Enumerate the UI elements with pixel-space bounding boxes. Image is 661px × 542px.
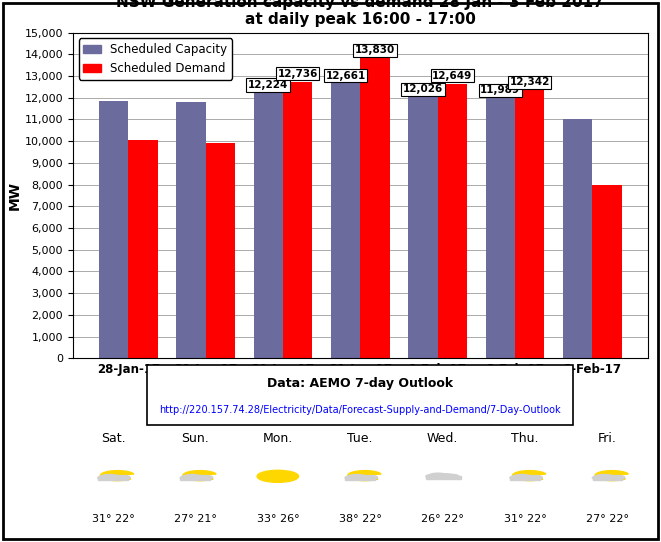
Text: Data: AEMO 7-day Outlook: Data: AEMO 7-day Outlook	[267, 377, 453, 390]
Text: 12,342: 12,342	[510, 78, 550, 87]
Text: Mon.: Mon.	[262, 432, 293, 445]
Bar	[283, 82, 312, 358]
Bar	[592, 478, 623, 480]
Text: 31° 22°: 31° 22°	[92, 514, 134, 524]
Text: 12,736: 12,736	[278, 69, 318, 79]
Bar	[515, 90, 544, 358]
Circle shape	[356, 475, 372, 480]
Circle shape	[109, 475, 125, 480]
Circle shape	[364, 475, 377, 480]
Circle shape	[426, 475, 438, 478]
Text: 12,649: 12,649	[432, 71, 473, 81]
Y-axis label: MW: MW	[7, 181, 22, 210]
Circle shape	[611, 475, 625, 480]
Circle shape	[98, 476, 110, 480]
Text: 12,661: 12,661	[325, 70, 366, 81]
Wedge shape	[182, 470, 216, 481]
Circle shape	[182, 474, 202, 480]
Bar	[254, 93, 283, 358]
Circle shape	[529, 475, 542, 480]
Bar	[345, 478, 375, 480]
Text: 12,224: 12,224	[248, 80, 288, 90]
Circle shape	[510, 476, 523, 480]
Circle shape	[521, 475, 537, 480]
Circle shape	[116, 475, 130, 480]
Bar	[510, 478, 540, 480]
Circle shape	[257, 470, 299, 482]
Title: NSW Generation capacity vs demand 28 Jan - 3 Feb 2017
at daily peak 16:00 - 17:0: NSW Generation capacity vs demand 28 Jan…	[116, 0, 604, 27]
Circle shape	[100, 474, 119, 480]
Text: 27° 22°: 27° 22°	[586, 514, 629, 524]
Circle shape	[180, 476, 193, 480]
Bar	[426, 476, 461, 479]
Bar	[180, 478, 210, 480]
Circle shape	[603, 475, 620, 480]
Wedge shape	[595, 470, 629, 481]
Text: 13,830: 13,830	[355, 45, 395, 55]
Circle shape	[446, 474, 459, 478]
Text: http://220.157.74.28/Electricity/Data/Forecast-Supply-and-Demand/7-Day-Outlook: http://220.157.74.28/Electricity/Data/Fo…	[159, 405, 561, 415]
Bar	[486, 98, 515, 358]
Wedge shape	[348, 470, 381, 481]
Legend: Scheduled Capacity, Scheduled Demand: Scheduled Capacity, Scheduled Demand	[79, 38, 232, 80]
Circle shape	[512, 474, 531, 480]
Bar	[331, 83, 360, 358]
Text: Thu.: Thu.	[512, 432, 539, 445]
Bar	[563, 119, 592, 358]
Text: Sat.: Sat.	[100, 432, 126, 445]
Bar	[128, 140, 157, 358]
Bar	[206, 143, 235, 358]
Bar	[176, 102, 206, 358]
Text: 33° 26°: 33° 26°	[256, 514, 299, 524]
Circle shape	[438, 474, 455, 479]
Bar	[99, 101, 128, 358]
Text: 11,989: 11,989	[481, 85, 520, 95]
Wedge shape	[100, 470, 134, 481]
Circle shape	[345, 476, 358, 480]
Circle shape	[192, 475, 208, 480]
Text: 26° 22°: 26° 22°	[421, 514, 464, 524]
Bar	[592, 184, 621, 358]
Bar	[438, 83, 467, 358]
FancyBboxPatch shape	[147, 365, 573, 425]
Bar	[408, 97, 438, 358]
Circle shape	[347, 474, 366, 480]
Circle shape	[594, 474, 613, 480]
Bar	[98, 478, 128, 480]
Wedge shape	[512, 470, 546, 481]
Text: 27° 21°: 27° 21°	[174, 514, 217, 524]
Text: 31° 22°: 31° 22°	[504, 514, 547, 524]
Text: 12,026: 12,026	[403, 85, 443, 94]
Circle shape	[428, 473, 447, 479]
Text: Fri.: Fri.	[598, 432, 617, 445]
Text: Tue.: Tue.	[348, 432, 373, 445]
Circle shape	[592, 476, 605, 480]
Bar	[360, 58, 389, 358]
Text: Sun.: Sun.	[182, 432, 210, 445]
Circle shape	[199, 475, 213, 480]
Text: 38° 22°: 38° 22°	[339, 514, 381, 524]
Text: Wed.: Wed.	[427, 432, 458, 445]
